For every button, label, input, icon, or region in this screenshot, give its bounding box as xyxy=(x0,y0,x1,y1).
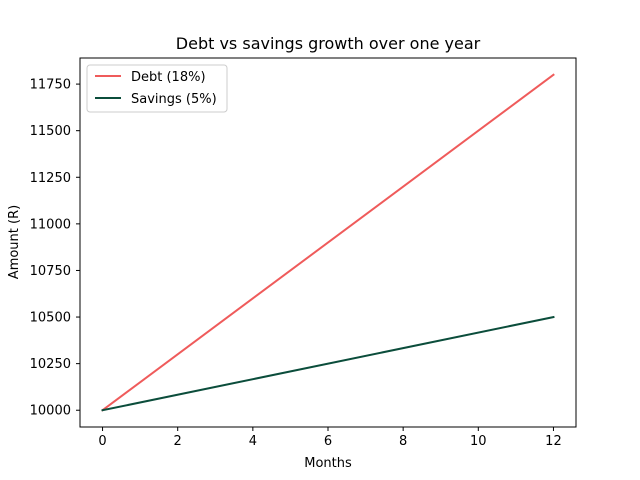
y-tick-label: 10250 xyxy=(30,357,71,372)
chart-title: Debt vs savings growth over one year xyxy=(176,34,481,53)
y-tick-label: 11250 xyxy=(30,171,71,186)
y-tick-label: 11500 xyxy=(30,124,71,139)
legend-label-debt: Debt (18%) xyxy=(131,70,206,85)
legend: Debt (18%) Savings (5%) xyxy=(86,64,228,113)
y-tick-label: 11000 xyxy=(30,217,71,232)
y-tick-label: 10500 xyxy=(30,311,71,326)
series-line-debt-18 xyxy=(101,73,555,412)
y-tick-label: 10000 xyxy=(30,404,71,419)
x-tick-label: 4 xyxy=(249,434,257,449)
plot-lines xyxy=(101,73,555,412)
x-tick-label: 10 xyxy=(470,434,487,449)
x-tick-label: 2 xyxy=(174,434,182,449)
x-tick-label: 8 xyxy=(399,434,407,449)
legend-label-savings: Savings (5%) xyxy=(131,92,217,107)
y-axis-label: Amount (R) xyxy=(7,205,22,279)
x-axis-label: Months xyxy=(304,456,352,471)
y-tick-label: 11750 xyxy=(30,78,71,93)
x-tick-label: 12 xyxy=(545,434,562,449)
x-tick-label: 6 xyxy=(324,434,332,449)
x-tick-label: 0 xyxy=(98,434,106,449)
legend-box xyxy=(86,64,228,113)
series-line-savings-5 xyxy=(101,315,555,412)
x-axis: 0 2 4 6 8 10 12 xyxy=(98,427,562,449)
y-tick-label: 10750 xyxy=(30,264,71,279)
y-axis: 10000 10250 10500 10750 11000 11250 11500 11750 xyxy=(30,78,80,419)
